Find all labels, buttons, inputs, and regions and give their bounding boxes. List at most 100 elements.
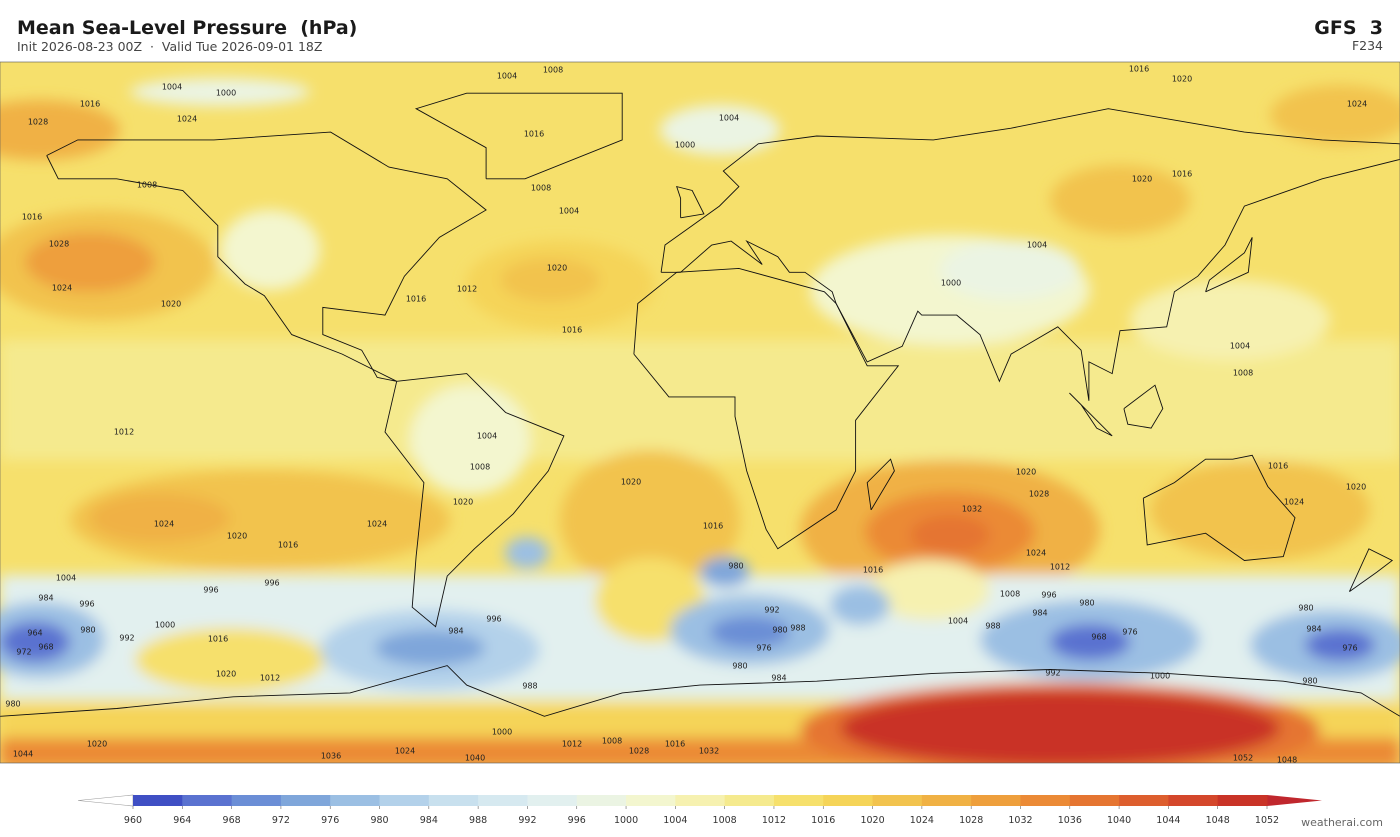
- contour-label: 992: [1045, 669, 1060, 678]
- colorbar-tick-label: 960: [124, 815, 142, 826]
- contour-label: 1040: [465, 754, 485, 763]
- colorbar-tick-label: 1028: [959, 815, 983, 826]
- contour-label: 1016: [80, 100, 100, 109]
- colorbar-tick-label: 996: [568, 815, 586, 826]
- colorbar-segment: [1020, 795, 1071, 806]
- colorbar-tick-label: 984: [420, 815, 438, 826]
- contour-label: 1016: [406, 295, 426, 304]
- colorbar-segment: [1168, 795, 1219, 806]
- colorbar-tick-label: 1036: [1058, 815, 1082, 826]
- contour-label: 1024: [154, 520, 174, 529]
- contour-label: 984: [1032, 609, 1047, 618]
- footer: weatherai.com: [1301, 816, 1383, 829]
- contour-label: 1016: [1129, 65, 1149, 74]
- colorbar-segment: [478, 795, 528, 806]
- colorbar-tick-label: 1024: [910, 815, 934, 826]
- contour-label: 984: [771, 674, 786, 683]
- contour-label: 1008: [137, 181, 157, 190]
- contour-label: 1028: [629, 747, 649, 756]
- coastlines: [0, 92, 1400, 717]
- coastline: [1069, 392, 1113, 437]
- colorbar-tick-label: 980: [370, 815, 388, 826]
- contour-label: 1012: [457, 285, 477, 294]
- contour-label: 988: [790, 624, 805, 633]
- coastline: [1123, 384, 1164, 429]
- contour-label: 996: [486, 615, 501, 624]
- contour-label: 1008: [543, 66, 563, 75]
- colorbar-segment: [773, 795, 824, 806]
- contour-label: 1004: [162, 83, 182, 92]
- coastline: [866, 458, 895, 511]
- contour-label: 1004: [1230, 342, 1250, 351]
- contour-label: 1004: [719, 114, 739, 123]
- contour-label: 980: [80, 626, 95, 635]
- coastline: [0, 665, 1400, 717]
- colorbar-segment: [330, 795, 381, 806]
- colorbar-tick-label: 1004: [663, 815, 687, 826]
- colorbar-tick-label: 992: [518, 815, 536, 826]
- colorbar-segment: [133, 795, 183, 806]
- contour-label: 996: [79, 600, 94, 609]
- contour-label: 980: [728, 562, 743, 571]
- contour-label: 1024: [1347, 100, 1367, 109]
- coastline: [46, 131, 487, 382]
- contour-label: 996: [203, 586, 218, 595]
- colorbar-tick-label: 968: [223, 815, 241, 826]
- contour-label: 1028: [28, 118, 48, 127]
- contour-label: 1024: [52, 284, 72, 293]
- contour-label: 1012: [562, 740, 582, 749]
- contour-label: 1004: [559, 207, 579, 216]
- colorbar-tick-label: 972: [272, 815, 290, 826]
- contour-label: 976: [1342, 644, 1357, 653]
- pressure-field: [0, 78, 1400, 763]
- colorbar-segment: [971, 795, 1021, 806]
- contour-label: 1020: [1346, 483, 1366, 492]
- colorbar-tick-label: 1052: [1255, 815, 1279, 826]
- contour-label: 1020: [216, 670, 236, 679]
- contour-label: 1048: [1277, 756, 1297, 765]
- coastline: [1205, 237, 1253, 293]
- contour-label: 1024: [367, 520, 387, 529]
- map: 1004 1000 1004 1008 1016 1020 1024 1016 1028 1024…: [0, 62, 1400, 765]
- contour-label: 1004: [56, 574, 76, 583]
- contour-label: 1016: [703, 522, 723, 531]
- colorbar-segment: [231, 795, 282, 806]
- coastline: [1142, 454, 1296, 561]
- colorbar-tick-label: 1032: [1008, 815, 1032, 826]
- colorbar-segment: [724, 795, 775, 806]
- map-frame: [0, 61, 1400, 764]
- colorbar-tick-label: 1040: [1107, 815, 1131, 826]
- colorbar-segment: [182, 795, 233, 806]
- contour-label: 1020: [161, 300, 181, 309]
- colorbar: 960 964 968 972 976 980 984 988 992 996 1000 1004 10…: [77, 794, 1322, 826]
- colorbar-segment: [576, 795, 627, 806]
- colorbar-tick-label: 964: [173, 815, 191, 826]
- colorbar-tick-label: 1020: [860, 815, 884, 826]
- coastline: [384, 373, 565, 628]
- contour-label: 1008: [470, 463, 490, 472]
- colorbar-segment: [675, 795, 726, 806]
- contour-label: 1024: [1026, 549, 1046, 558]
- contour-label: 1008: [1000, 590, 1020, 599]
- coastline: [676, 185, 705, 219]
- contour-label: 980: [5, 700, 20, 709]
- forecast-hour: F234: [1352, 38, 1383, 53]
- contour-label: 1020: [621, 478, 641, 487]
- contour-label: 980: [1302, 677, 1317, 686]
- contour-label: 980: [772, 626, 787, 635]
- coastline: [414, 92, 623, 180]
- contour-label: 1028: [1029, 490, 1049, 499]
- colorbar-segment: [379, 795, 430, 806]
- contour-label: 976: [756, 644, 771, 653]
- colorbar-tick-label: 1016: [811, 815, 835, 826]
- contour-label: 1020: [1016, 468, 1036, 477]
- contour-label: 1000: [492, 728, 512, 737]
- contour-label: 976: [1122, 628, 1137, 637]
- contour-label: 1000: [941, 279, 961, 288]
- colorbar-segment: [823, 795, 874, 806]
- contour-label: 1024: [1284, 498, 1304, 507]
- contour-label: 1000: [155, 621, 175, 630]
- colorbar-tick-label: 1008: [713, 815, 737, 826]
